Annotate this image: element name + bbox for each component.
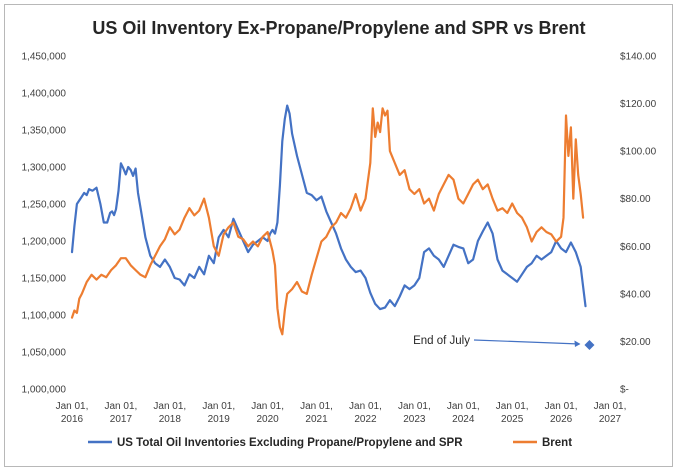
annotation-arrow-head (574, 340, 581, 347)
right-tick-label: $80.00 (620, 194, 651, 205)
right-y-axis: $- $20.00 $40.00 $60.00 $80.00 $100.00 $120.00… (620, 52, 657, 396)
x-tick-label: Jan 01, (251, 401, 284, 412)
x-tick-label: Jan 01, (496, 401, 529, 412)
x-tick-label: Jan 01, (202, 401, 235, 412)
left-tick-label: 1,250,000 (22, 200, 67, 211)
left-tick-label: 1,000,000 (22, 385, 67, 396)
right-tick-label: $40.00 (620, 289, 651, 300)
x-tick-label: Jan 01, (349, 401, 382, 412)
right-tick-label: $60.00 (620, 242, 651, 253)
left-tick-label: 1,400,000 (22, 89, 67, 100)
x-tick-label: Jan 01, (594, 401, 627, 412)
x-tick-label: 2018 (159, 414, 182, 425)
annotation-layer: End of July (413, 335, 595, 350)
left-tick-label: 1,150,000 (22, 274, 67, 285)
right-tick-label: $120.00 (620, 99, 657, 110)
left-tick-label: 1,050,000 (22, 348, 67, 359)
x-tick-label: Jan 01, (447, 401, 480, 412)
legend-label-brent: Brent (542, 437, 572, 449)
inventory-series-line (70, 104, 587, 311)
x-tick-label: Jan 01, (56, 401, 89, 412)
x-tick-label: Jan 01, (105, 401, 138, 412)
end-of-july-marker (584, 339, 595, 350)
x-tick-label: 2017 (110, 414, 133, 425)
chart-title: US Oil Inventory Ex-Propane/Propylene an… (92, 18, 585, 38)
x-tick-label: Jan 01, (153, 401, 186, 412)
x-tick-label: 2026 (550, 414, 573, 425)
x-tick-label: 2021 (305, 414, 328, 425)
left-tick-label: 1,200,000 (22, 237, 67, 248)
x-tick-label: 2024 (452, 414, 475, 425)
left-tick-label: 1,100,000 (22, 311, 67, 322)
x-tick-label: 2027 (599, 414, 622, 425)
x-tick-label: 2023 (403, 414, 426, 425)
left-y-axis: 1,000,000 1,050,000 1,100,000 1,150,000 1,20… (22, 52, 67, 396)
brent-series-line (70, 107, 585, 336)
right-tick-label: $140.00 (620, 52, 657, 63)
right-tick-label: $100.00 (620, 147, 657, 158)
legend: US Total Oil Inventories Excluding Propa… (88, 437, 572, 449)
left-tick-label: 1,450,000 (22, 52, 67, 63)
annotation-label: End of July (413, 335, 470, 347)
x-tick-label: 2019 (208, 414, 231, 425)
x-tick-label: 2016 (61, 414, 84, 425)
right-tick-label: $- (620, 385, 629, 396)
x-tick-label: 2020 (257, 414, 280, 425)
annotation-arrow-line (473, 339, 580, 345)
x-tick-label: Jan 01, (398, 401, 431, 412)
left-tick-label: 1,350,000 (22, 126, 67, 137)
x-tick-label: Jan 01, (545, 401, 578, 412)
x-tick-label: Jan 01, (300, 401, 333, 412)
series-layer (70, 104, 587, 336)
x-tick-label: 2025 (501, 414, 524, 425)
x-axis: Jan 01, 2016 Jan 01, 2017 Jan 01, 2018 Jan 01,… (56, 401, 627, 425)
x-tick-label: 2022 (354, 414, 377, 425)
legend-label-inventory: US Total Oil Inventories Excluding Propa… (117, 437, 463, 449)
left-tick-label: 1,300,000 (22, 163, 67, 174)
right-tick-label: $20.00 (620, 337, 651, 348)
